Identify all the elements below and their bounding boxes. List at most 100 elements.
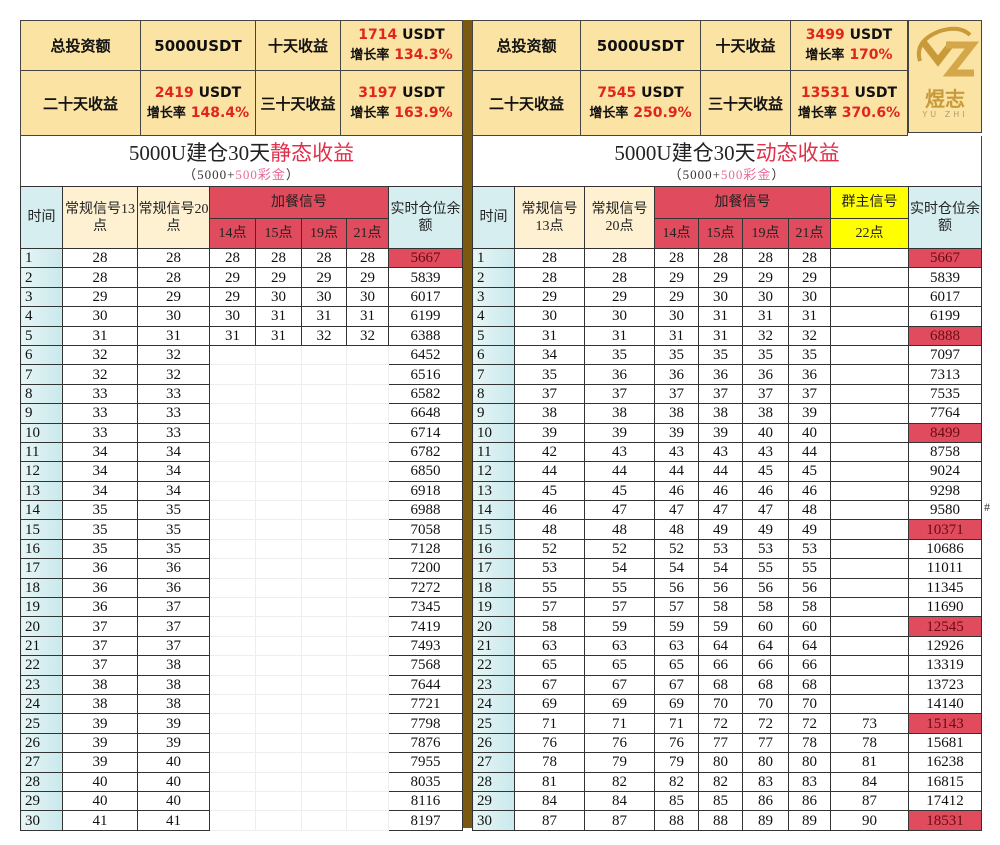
cell-extra-14: 65 bbox=[654, 655, 699, 676]
cell-regular-13: 38 bbox=[62, 693, 138, 715]
cell-day: 11 bbox=[20, 441, 63, 463]
cell-extra-21 bbox=[346, 345, 389, 366]
cell-extra-19: 30 bbox=[301, 286, 347, 308]
cell-balance: 6782 bbox=[388, 441, 463, 463]
cell-extra-21 bbox=[346, 597, 389, 618]
cell-extra-14: 31 bbox=[209, 325, 256, 346]
cell-owner-22 bbox=[830, 558, 909, 579]
cell-extra-15 bbox=[255, 403, 302, 424]
cell-extra-19: 70 bbox=[742, 693, 789, 715]
cell-extra-19: 40 bbox=[742, 422, 789, 443]
thirty-day-value: 13531 USDT 增长率 370.6% bbox=[790, 70, 908, 136]
cell-regular-20: 37 bbox=[137, 616, 210, 637]
cell-regular-20: 84 bbox=[584, 790, 655, 812]
cell-extra-21 bbox=[346, 791, 389, 812]
cell-extra-14 bbox=[209, 752, 256, 773]
cell-regular-13: 71 bbox=[514, 713, 585, 734]
cell-extra-21 bbox=[346, 500, 389, 521]
cell-day: 11 bbox=[472, 441, 515, 463]
twenty-day-value: 2419 USDT 增长率 148.4% bbox=[140, 70, 256, 136]
cell-extra-21: 29 bbox=[788, 267, 831, 288]
static-income-panel: 总投资额 5000USDT 十天收益 1714 USDT 增长率 134.3% 二… bbox=[20, 20, 463, 831]
cell-extra-21: 83 bbox=[788, 771, 831, 792]
cell-balance: 11345 bbox=[908, 577, 982, 599]
cell-balance: 7876 bbox=[388, 732, 463, 754]
cell-regular-20: 65 bbox=[584, 655, 655, 676]
cell-regular-13: 67 bbox=[514, 674, 585, 695]
cell-regular-20: 29 bbox=[584, 286, 655, 308]
cell-regular-13: 39 bbox=[62, 732, 138, 754]
cell-extra-21: 53 bbox=[788, 538, 831, 560]
cell-regular-13: 76 bbox=[514, 732, 585, 754]
cell-extra-21 bbox=[346, 752, 389, 773]
cell-regular-13: 31 bbox=[514, 325, 585, 346]
cell-day: 28 bbox=[472, 771, 515, 792]
header-21: 21点 bbox=[788, 218, 831, 249]
cell-extra-14: 56 bbox=[654, 577, 699, 599]
cell-balance: 7200 bbox=[388, 558, 463, 579]
table-row: 1 28 28 28 28 28 28 5667 bbox=[20, 247, 463, 269]
cell-balance: 7955 bbox=[388, 752, 463, 773]
cell-regular-13: 41 bbox=[62, 810, 138, 831]
cell-extra-14: 28 bbox=[654, 247, 699, 269]
cell-extra-15: 72 bbox=[698, 713, 743, 734]
cell-owner-22 bbox=[830, 247, 909, 269]
cell-regular-13: 34 bbox=[514, 344, 585, 366]
cell-regular-13: 32 bbox=[62, 364, 138, 385]
cell-regular-13: 57 bbox=[514, 597, 585, 618]
table-row: 18 55 55 56 56 56 56 11345 bbox=[472, 577, 982, 599]
table-row: 29 40 40 8116 bbox=[20, 790, 463, 812]
cell-day: 16 bbox=[20, 538, 63, 560]
table-row: 21 37 37 7493 bbox=[20, 635, 463, 657]
cell-extra-19 bbox=[301, 461, 347, 482]
cell-regular-20: 28 bbox=[584, 267, 655, 288]
cell-extra-15 bbox=[255, 694, 302, 715]
cell-regular-20: 30 bbox=[137, 306, 210, 327]
cell-extra-19 bbox=[301, 519, 347, 540]
cell-extra-14 bbox=[209, 597, 256, 618]
cell-extra-21 bbox=[346, 772, 389, 792]
cell-regular-13: 35 bbox=[62, 519, 138, 540]
table-row: 10 39 39 39 39 40 40 8499 bbox=[472, 422, 982, 443]
cell-extra-15: 46 bbox=[698, 480, 743, 502]
cell-regular-13: 58 bbox=[514, 616, 585, 637]
cell-regular-13: 69 bbox=[514, 693, 585, 715]
cell-day: 8 bbox=[20, 383, 63, 405]
cell-extra-21 bbox=[346, 675, 389, 695]
cell-regular-13: 84 bbox=[514, 790, 585, 812]
cell-extra-19: 29 bbox=[742, 267, 789, 288]
cell-extra-19 bbox=[301, 384, 347, 405]
cell-extra-21 bbox=[346, 364, 389, 385]
table-row: 25 39 39 7798 bbox=[20, 713, 463, 734]
cell-extra-15: 88 bbox=[698, 810, 743, 831]
cell-extra-14 bbox=[209, 655, 256, 676]
ten-day-value: 3499 USDT 增长率 170% bbox=[790, 20, 908, 71]
cell-extra-15: 56 bbox=[698, 577, 743, 599]
cell-extra-21 bbox=[346, 810, 389, 831]
cell-balance: 17412 bbox=[908, 790, 982, 812]
cell-owner-22: 90 bbox=[830, 810, 909, 831]
cell-extra-21: 78 bbox=[788, 732, 831, 754]
cell-extra-21 bbox=[346, 442, 389, 463]
cell-balance: 7644 bbox=[388, 674, 463, 695]
cell-regular-20: 35 bbox=[137, 519, 210, 540]
cell-regular-13: 34 bbox=[62, 441, 138, 463]
cell-day: 6 bbox=[472, 344, 515, 366]
cell-balance: 7419 bbox=[388, 616, 463, 637]
cell-extra-14: 85 bbox=[654, 790, 699, 812]
cell-extra-21 bbox=[346, 694, 389, 715]
cell-day: 26 bbox=[20, 732, 63, 754]
cell-day: 25 bbox=[20, 713, 63, 734]
cell-extra-15: 28 bbox=[698, 247, 743, 269]
table-row: 7 35 36 36 36 36 36 7313 bbox=[472, 364, 982, 385]
static-table: 时间 常规信号13点 常规信号20点 加餐信号 实时仓位余额 14点 15点 1… bbox=[20, 186, 463, 831]
cell-extra-15 bbox=[255, 423, 302, 443]
cell-balance: 7058 bbox=[388, 519, 463, 540]
cell-regular-13: 35 bbox=[514, 364, 585, 385]
cell-extra-15 bbox=[255, 442, 302, 463]
cell-extra-21: 55 bbox=[788, 558, 831, 579]
cell-regular-20: 35 bbox=[137, 538, 210, 560]
cell-extra-19: 80 bbox=[742, 752, 789, 773]
cell-extra-14 bbox=[209, 733, 256, 754]
cell-owner-22 bbox=[830, 422, 909, 443]
